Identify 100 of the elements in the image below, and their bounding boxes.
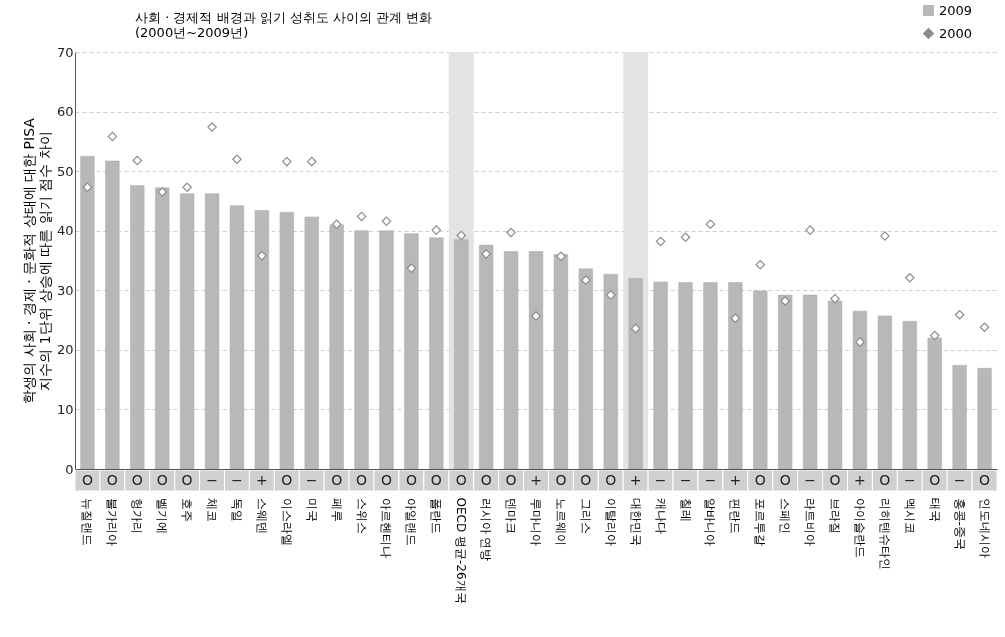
point — [157, 187, 167, 197]
point — [207, 122, 217, 132]
y-tick-label: 10 — [56, 401, 74, 417]
point — [506, 227, 516, 238]
point — [655, 236, 666, 247]
point — [979, 322, 990, 332]
annotation: O — [131, 472, 143, 488]
x-tick-label: 벨기에 — [155, 497, 170, 534]
x-tick-label: 체코 — [205, 497, 220, 522]
x-tick-label: 독일 — [229, 497, 244, 522]
point — [605, 290, 616, 300]
point — [456, 230, 467, 241]
x-tick-label: 페루 — [329, 497, 344, 522]
annotation: − — [953, 472, 966, 488]
annotation: O — [281, 472, 293, 488]
annotation: − — [231, 472, 243, 488]
point — [780, 296, 790, 306]
x-tick-label: 홍콩-중국 — [952, 497, 967, 550]
point — [630, 323, 641, 334]
annotation: O — [929, 472, 941, 488]
point — [929, 330, 940, 341]
x-tick-label: 인도네시아 — [977, 497, 992, 558]
point — [805, 225, 815, 235]
point — [481, 249, 491, 259]
annotation: O — [356, 472, 368, 488]
annotation: + — [629, 472, 642, 488]
annotation: O — [181, 472, 193, 488]
x-tick-label: OECD 평균-26개국 — [454, 497, 469, 604]
point — [830, 293, 840, 304]
point — [381, 216, 392, 226]
x-tick-label: 태국 — [927, 497, 942, 522]
x-tick-label: 브라질 — [828, 497, 843, 534]
point — [356, 211, 367, 222]
annotation: − — [903, 472, 916, 488]
point — [556, 251, 566, 262]
point — [107, 131, 118, 142]
x-tick-label: 러시아 연방 — [479, 497, 494, 562]
x-tick-label: 미국 — [304, 497, 319, 522]
point — [581, 275, 591, 285]
x-tick-label: 아르헨티나 — [379, 497, 394, 558]
x-tick-label: 스페인 — [778, 497, 793, 534]
x-tick-label: 덴마크 — [504, 497, 519, 534]
point — [531, 311, 541, 321]
y-tick-label: 40 — [56, 223, 74, 239]
point — [954, 309, 965, 320]
x-tick-label: 아일랜드 — [404, 497, 419, 546]
x-tick-label: 헝가리 — [130, 497, 145, 534]
annotation: O — [979, 472, 991, 488]
point — [282, 156, 292, 167]
annotation: + — [256, 472, 268, 488]
chart-subtitle: (2000년~2009년) — [135, 25, 249, 40]
point — [905, 272, 915, 283]
annotation: O — [580, 472, 592, 488]
x-tick-label: 핀란드 — [728, 497, 743, 534]
x-tick-label: 스위스 — [354, 497, 369, 534]
annotation: O — [455, 472, 467, 488]
x-tick-label: 알바니아 — [703, 497, 718, 546]
annotation: − — [206, 472, 218, 488]
annotation: O — [81, 472, 93, 488]
point — [182, 182, 192, 193]
point — [132, 155, 143, 166]
x-tick-label: 라트비아 — [803, 497, 818, 546]
annotation: O — [605, 472, 617, 488]
annotation: O — [879, 472, 891, 488]
x-tick-label: 노르웨이 — [553, 497, 568, 546]
y-axis-title: 학생의 사회 · 경제 · 문화적 상태에 대한 PISA 지수의 1단위 상승에 따른 읽기 점수 차이 — [20, 117, 53, 404]
annotation: O — [829, 472, 841, 488]
legend-label: 2000 — [939, 25, 973, 41]
annotation: − — [654, 472, 667, 488]
x-tick-label: 포르투갈 — [753, 497, 768, 546]
x-tick-label: 캐나다 — [653, 497, 668, 534]
point — [855, 337, 865, 347]
annotation: O — [106, 472, 118, 488]
annotation: O — [405, 472, 417, 488]
point — [705, 219, 716, 229]
x-tick-label: 이스라엘 — [279, 497, 294, 546]
annotation: O — [331, 472, 343, 488]
point — [306, 156, 317, 167]
x-tick-label: 폴란드 — [429, 497, 444, 534]
legend-label: 2009 — [939, 2, 973, 18]
x-tick-label: 이탈리아 — [603, 497, 618, 546]
y-tick-label: 60 — [56, 104, 74, 120]
annotation: O — [156, 472, 168, 488]
y-tick-label: 30 — [56, 282, 74, 298]
annotation: − — [679, 472, 692, 488]
chart-title: 사회 · 경제적 배경과 읽기 성취도 사이의 관계 변화 — [135, 10, 433, 25]
point — [331, 219, 342, 229]
annotation: O — [754, 472, 766, 488]
annotation: + — [530, 472, 542, 488]
y-tick-label: 70 — [56, 44, 74, 60]
annotation: − — [704, 472, 717, 488]
annotation: − — [804, 472, 816, 488]
point — [82, 182, 93, 193]
x-tick-label: 호주 — [180, 497, 195, 522]
x-tick-label: 스웨덴 — [254, 497, 269, 534]
point — [730, 313, 741, 324]
point — [680, 232, 691, 243]
x-tick-label: 아이슬란드 — [852, 497, 867, 558]
point — [431, 225, 442, 235]
point — [232, 154, 242, 165]
